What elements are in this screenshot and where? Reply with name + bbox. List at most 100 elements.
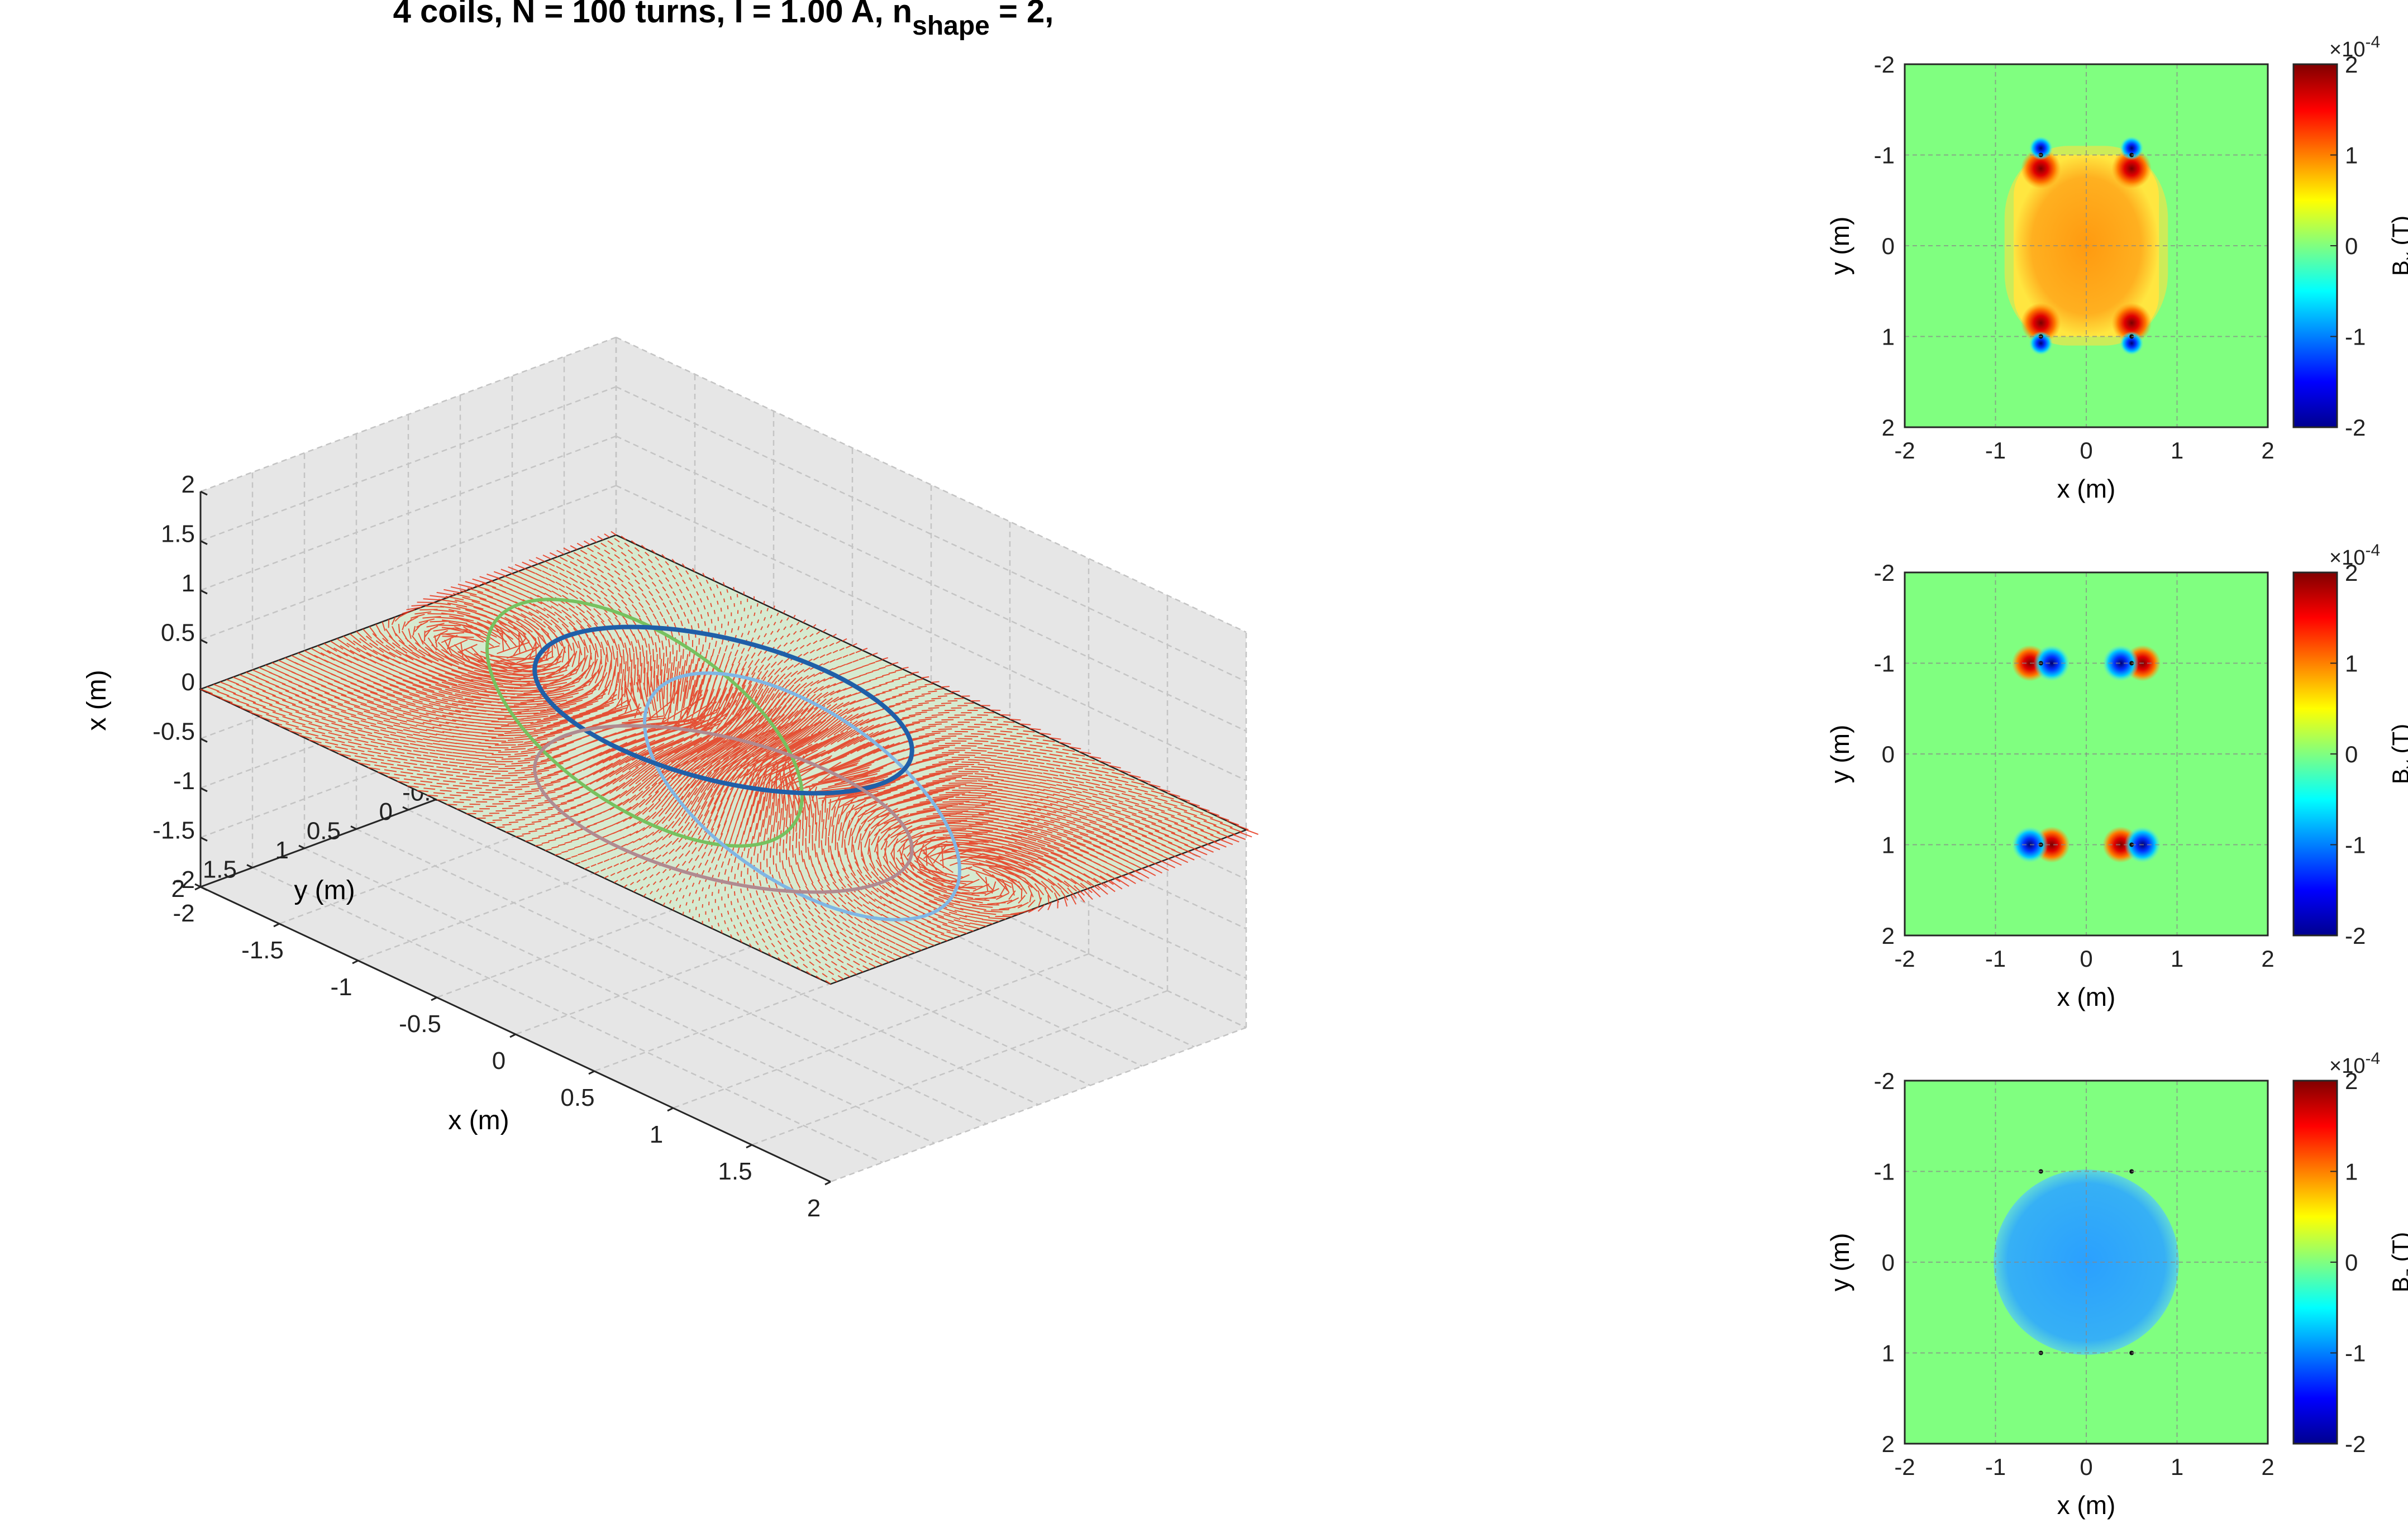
floor-grid-x — [751, 990, 1168, 1146]
x-tick-label: 1 — [2171, 437, 2183, 464]
x-tick-mark — [588, 1070, 595, 1075]
back-grid-z — [616, 435, 1247, 732]
axes-box — [1904, 1080, 2269, 1445]
coil-2 — [642, 671, 961, 921]
z-tick-label: 0 — [182, 668, 195, 696]
colorbar-label-sub: z — [2401, 1268, 2408, 1277]
colorbar-tick-label: -1 — [2345, 324, 2366, 350]
bx-hotspot — [2021, 149, 2061, 189]
y-axis-label: y (m) — [1825, 217, 1854, 275]
x-tick-label: -2 — [1894, 437, 1915, 464]
x-tick-label: 1.5 — [718, 1158, 752, 1185]
y-tick-mark — [350, 825, 357, 830]
y-tick-label: 2 — [1882, 923, 1895, 949]
floor-grid-y — [252, 867, 883, 1163]
colorbar-exponent-base: ×10 — [2329, 1054, 2365, 1078]
back-grid-z — [616, 336, 1247, 633]
z-axis-label: x (m) — [82, 670, 112, 730]
z-tick-label: -0.5 — [152, 718, 195, 746]
x-tick-mark — [824, 1181, 831, 1186]
colorbar-exponent: ×10-4 — [2329, 1049, 2380, 1078]
colorbar-label: Bx (T) — [2387, 216, 2408, 276]
colorbar-tick-label: 2 — [2345, 560, 2358, 586]
y-axis-label: y (m) — [1825, 1233, 1854, 1292]
y-tick-mark — [194, 883, 201, 888]
y-tick-label: -2 — [1874, 1068, 1895, 1094]
figure-title: 4 coils, N = 100 turns, I = 1.00 A, nsha… — [393, 0, 1054, 41]
bx-hotspot — [2111, 303, 2152, 343]
x-tick-label: 2 — [2261, 1454, 2274, 1480]
z-tick-mark — [200, 738, 208, 743]
y-tick-mark — [246, 864, 253, 868]
colorbar-label: By (T) — [2387, 724, 2408, 784]
colorbar-tick-label: 1 — [2345, 142, 2358, 169]
y-tick-label: 2 — [1882, 414, 1895, 441]
y-tick-label: 1 — [1882, 324, 1895, 350]
x-tick-label: 0 — [2080, 437, 2092, 464]
y-tick-label: -1 — [1874, 1159, 1895, 1185]
colorbar — [2292, 1080, 2338, 1445]
x-tick-label: 2 — [807, 1195, 821, 1222]
x-tick-label: -2 — [173, 900, 194, 927]
colorbar-label-base: B — [2387, 768, 2408, 784]
y-tick-label: 0 — [1882, 741, 1895, 767]
colorbar-tick-label: 1 — [2345, 1159, 2358, 1185]
x-tick-label: -1 — [1985, 1454, 2006, 1480]
x-tick-label: -1 — [1985, 437, 2006, 464]
colorbar-exponent-base: ×10 — [2329, 546, 2365, 570]
bx-hotspot — [2021, 303, 2061, 343]
colorbar-tick-label: 2 — [2345, 51, 2358, 78]
field-3d-axes: -2-1.5-1-0.500.511.52-2-1.5-1-0.500.511.… — [82, 336, 1258, 1222]
colorbar-tick-label: -1 — [2345, 832, 2366, 858]
colorbar-exponent: ×10-4 — [2329, 541, 2380, 570]
colorbar-tick-label: 0 — [2345, 233, 2358, 259]
colorbar-tick-label: 2 — [2345, 1068, 2358, 1094]
colorbar — [2292, 63, 2338, 428]
x-tick-label: 0 — [2080, 946, 2092, 972]
y-tick-label: 0 — [1882, 1249, 1895, 1276]
colorbar-tick-label: -1 — [2345, 1340, 2366, 1367]
y-tick-label: 0 — [379, 798, 393, 825]
x-tick-label: -0.5 — [399, 1010, 441, 1038]
coil-4 — [533, 724, 914, 894]
x-tick-label: 2 — [2261, 946, 2274, 972]
by-coldspot — [2102, 645, 2139, 681]
colorbar-exponent: ×10-4 — [2329, 33, 2380, 61]
z-tick-label: 0.5 — [161, 619, 195, 647]
z-tick-label: -1.5 — [152, 817, 195, 844]
back-grid-z — [616, 485, 1247, 781]
colorbar-exponent-power: -4 — [2365, 1049, 2380, 1068]
y-axis-label: y (m) — [1825, 725, 1854, 784]
colorbar-label-base: B — [2387, 260, 2408, 276]
colorbar-exponent-base: ×10 — [2329, 38, 2365, 61]
x-tick-label: -2 — [1894, 1454, 1915, 1480]
colorbar-tick-label: -2 — [2345, 1431, 2366, 1457]
back-grid-z — [616, 386, 1247, 682]
x-tick-label: 2 — [2261, 437, 2274, 464]
floor-grid-x — [673, 953, 1089, 1109]
x-tick-mark — [431, 996, 437, 1001]
colorbar-tick-label: 0 — [2345, 1249, 2358, 1276]
floor-grid-x — [594, 916, 1010, 1072]
x-tick-label: 1 — [2171, 946, 2183, 972]
z-tick-mark — [200, 490, 208, 496]
y-tick-label: 2 — [1882, 1431, 1895, 1457]
side-grid-z — [200, 435, 617, 591]
side-grid-z — [200, 485, 617, 641]
colorbar-tick-label: 0 — [2345, 741, 2358, 767]
side-grid-z — [200, 336, 617, 493]
z-tick-mark — [200, 886, 208, 891]
colorbar-label-sub: y — [2401, 760, 2408, 768]
x-tick-label: 0 — [2080, 1454, 2092, 1480]
z-tick-label: 2 — [182, 471, 195, 498]
y-tick-label: 1 — [1882, 832, 1895, 858]
x-axis-label: x (m) — [2057, 982, 2116, 1011]
y-tick-label: 0 — [1882, 233, 1895, 259]
z-tick-label: -2 — [173, 866, 195, 894]
coil-3 — [532, 624, 914, 796]
z-tick-mark — [200, 639, 208, 644]
z-tick-mark — [200, 589, 208, 595]
bx-coldspot — [2029, 331, 2053, 355]
colorbar-label-unit: (T) — [2387, 724, 2408, 760]
